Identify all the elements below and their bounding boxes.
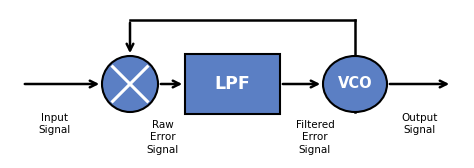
Text: Output
Signal: Output Signal bbox=[402, 113, 438, 135]
FancyBboxPatch shape bbox=[185, 54, 280, 114]
Text: VCO: VCO bbox=[337, 76, 372, 92]
Text: LPF: LPF bbox=[215, 75, 250, 93]
Text: Raw
Error
Signal: Raw Error Signal bbox=[147, 120, 179, 155]
Text: Input
Signal: Input Signal bbox=[39, 113, 71, 135]
Circle shape bbox=[102, 56, 158, 112]
Ellipse shape bbox=[323, 56, 387, 112]
Text: Filtered
Error
Signal: Filtered Error Signal bbox=[296, 120, 334, 155]
